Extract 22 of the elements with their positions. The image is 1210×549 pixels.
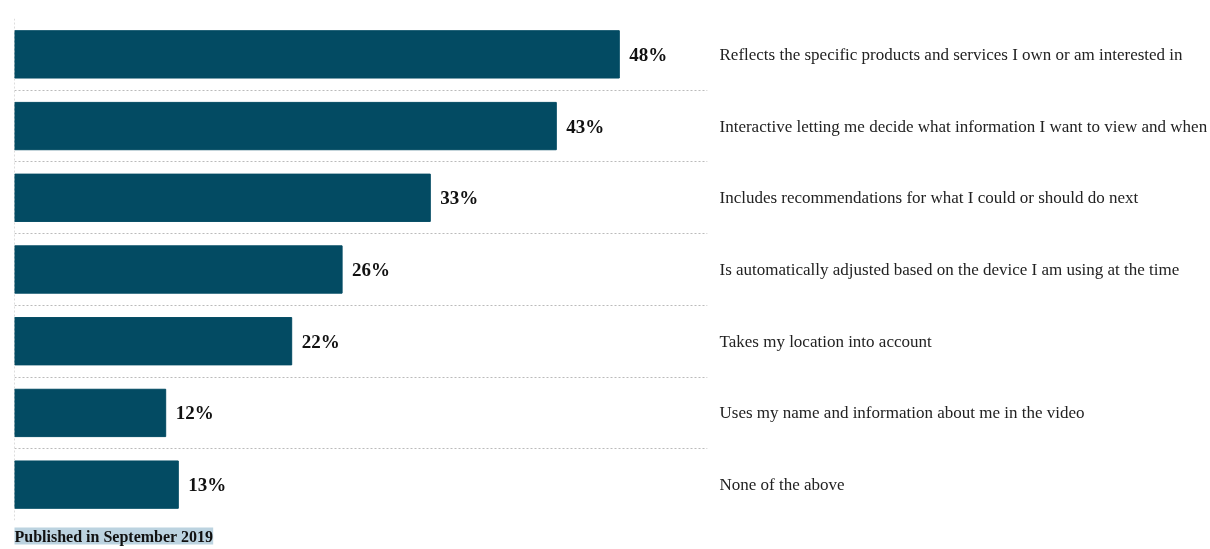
bar — [14, 317, 293, 366]
data-label: 48% — [629, 43, 668, 65]
data-label: 12% — [175, 402, 214, 424]
data-label: 33% — [440, 187, 479, 209]
bar — [14, 101, 557, 151]
y-tick-label: Takes my location into account — [719, 331, 932, 351]
y-tick-label: Includes recommendations for what I could or should do next — [719, 188, 1139, 208]
bar — [14, 388, 167, 438]
data-label: 43% — [566, 115, 605, 137]
y-tick-label: Is automatically adjusted based on the device I am using at the time — [719, 260, 1180, 279]
bar — [14, 245, 343, 294]
y-tick-label: Interactive letting me decide what information I want to view and when — [719, 116, 1208, 136]
data-label: 26% — [352, 259, 391, 280]
data-label: 13% — [188, 474, 227, 496]
bar — [14, 460, 179, 509]
y-tick-label: Uses my name and information about me in the video — [719, 403, 1085, 423]
y-tick-label: None of the above — [719, 475, 845, 495]
y-tick-label: Reflects the specific products and services I own or am interested in — [719, 44, 1184, 64]
bar — [14, 30, 620, 79]
bar — [14, 173, 431, 222]
text: Published in September 2019 — [14, 527, 213, 546]
data-label: 22% — [301, 330, 340, 352]
